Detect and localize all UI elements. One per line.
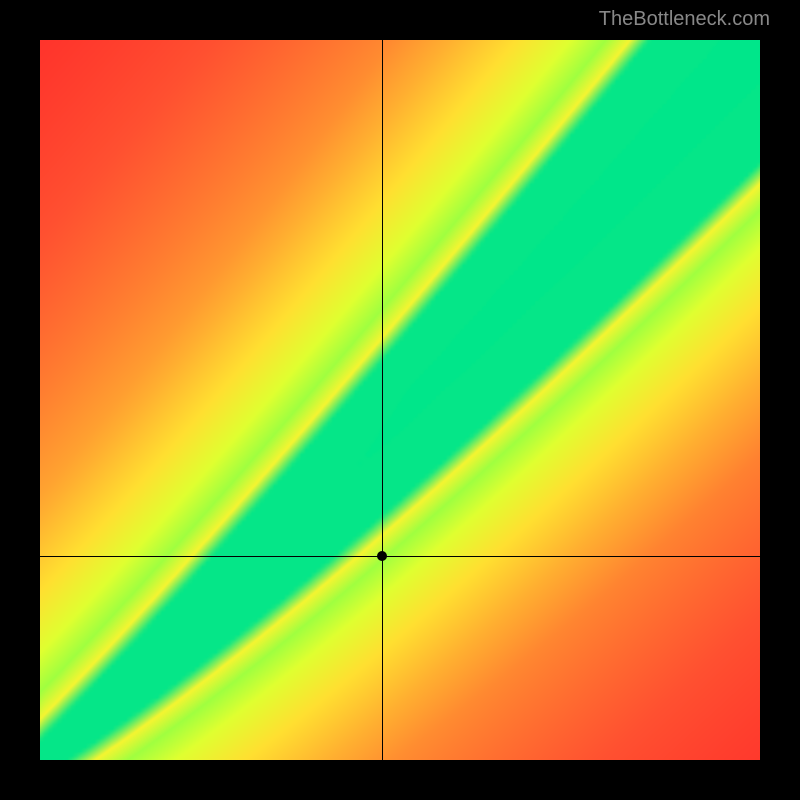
heatmap-chart: [40, 40, 760, 760]
crosshair-marker: [377, 551, 387, 561]
crosshair-vertical: [382, 40, 383, 760]
watermark-text: TheBottleneck.com: [599, 8, 770, 31]
crosshair-horizontal: [40, 556, 760, 557]
heatmap-canvas: [40, 40, 760, 760]
